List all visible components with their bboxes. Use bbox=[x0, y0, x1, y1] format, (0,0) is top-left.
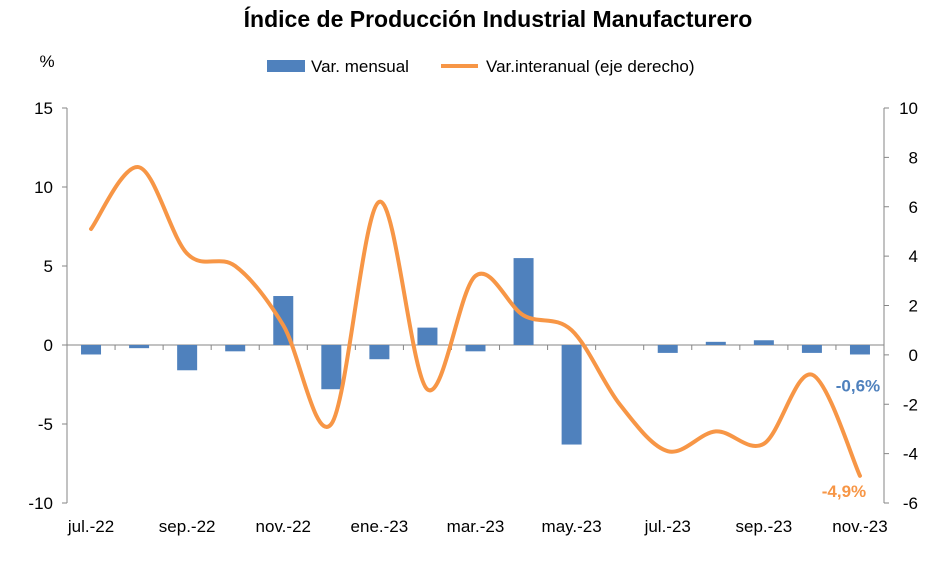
right-tick-label: -2 bbox=[903, 395, 918, 414]
right-tick-label: 6 bbox=[909, 198, 918, 217]
bar bbox=[465, 345, 486, 352]
legend-label-bar: Var. mensual bbox=[311, 57, 409, 76]
x-tick-label: sep.-22 bbox=[159, 517, 216, 536]
data-labels: -0,6% -4,9% bbox=[822, 376, 880, 500]
x-tick-label: ene.-23 bbox=[351, 517, 409, 536]
legend: Var. mensual Var.interanual (eje derecho… bbox=[267, 57, 695, 76]
x-tick-label: nov.-23 bbox=[832, 517, 887, 536]
bar bbox=[657, 345, 678, 353]
x-tick-label: nov.-22 bbox=[256, 517, 311, 536]
bar bbox=[177, 345, 198, 371]
bar bbox=[753, 340, 774, 345]
left-tick-label: 0 bbox=[44, 336, 53, 355]
line-series bbox=[89, 165, 862, 478]
left-tick-label: 5 bbox=[44, 257, 53, 276]
x-tick-label: sep.-23 bbox=[736, 517, 793, 536]
bar bbox=[561, 345, 582, 445]
right-tick-label: -6 bbox=[903, 494, 918, 513]
bar bbox=[225, 345, 246, 352]
right-tick-label: 2 bbox=[909, 297, 918, 316]
bar bbox=[513, 258, 534, 345]
x-tick-label: jul.-23 bbox=[644, 517, 691, 536]
legend-swatch-bar bbox=[267, 60, 305, 72]
axes: 15 10 5 0 -5 -10 10 8 6 4 2 0 -2 -4 -6 jul.-22 sep.-22 no… bbox=[28, 99, 918, 536]
left-tick-label: 10 bbox=[34, 178, 53, 197]
data-label-monthly: -0,6% bbox=[836, 376, 880, 395]
right-tick-label: 4 bbox=[909, 247, 918, 266]
bar bbox=[321, 345, 342, 390]
bar-series bbox=[81, 258, 870, 445]
bar bbox=[705, 341, 726, 345]
bar bbox=[801, 345, 822, 353]
x-tick-label: jul.-22 bbox=[67, 517, 114, 536]
right-tick-label: 10 bbox=[899, 99, 918, 118]
bar bbox=[417, 327, 438, 345]
legend-label-line: Var.interanual (eje derecho) bbox=[486, 57, 695, 76]
data-label-interannual: -4,9% bbox=[822, 482, 866, 501]
bar bbox=[129, 345, 150, 349]
bar bbox=[369, 345, 390, 360]
bar bbox=[81, 345, 102, 355]
x-tick-label: mar.-23 bbox=[447, 517, 505, 536]
left-tick-label: -10 bbox=[28, 494, 53, 513]
right-tick-label: -4 bbox=[903, 445, 918, 464]
interannual-line bbox=[89, 165, 862, 478]
left-tick-label: 15 bbox=[34, 99, 53, 118]
x-tick-label: may.-23 bbox=[542, 517, 602, 536]
bar bbox=[849, 345, 870, 355]
chart-title: Índice de Producción Industrial Manufact… bbox=[244, 5, 753, 32]
left-axis-unit: % bbox=[39, 52, 54, 71]
left-tick-label: -5 bbox=[38, 415, 53, 434]
right-tick-label: 0 bbox=[909, 346, 918, 365]
right-tick-label: 8 bbox=[909, 148, 918, 167]
